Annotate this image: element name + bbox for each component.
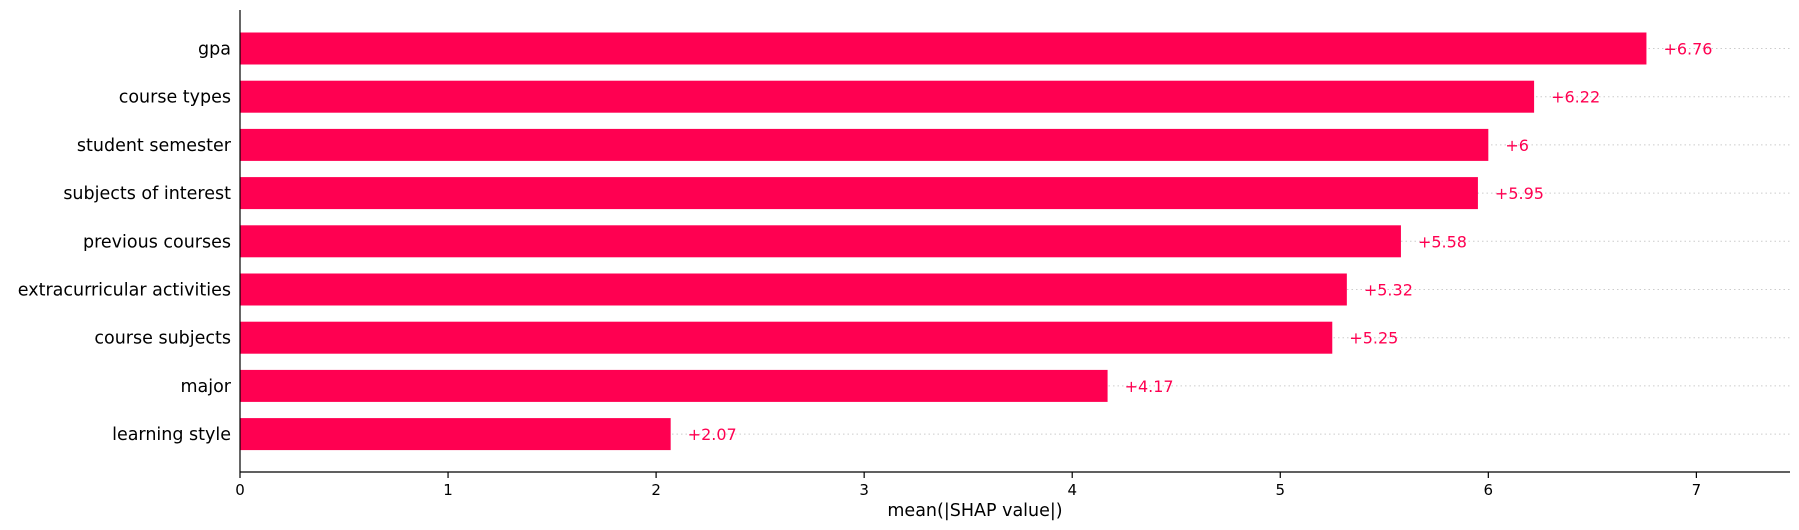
bar-gpa [240, 32, 1647, 65]
x-axis-title: mean(|SHAP value|) [887, 501, 1062, 521]
x-tick-label: 5 [1275, 481, 1285, 499]
category-label: student semester [77, 136, 232, 156]
x-tick-label: 0 [235, 481, 245, 499]
bar-previous-courses [240, 225, 1401, 258]
x-tick-label: 6 [1484, 481, 1494, 499]
category-label: previous courses [83, 232, 231, 252]
x-tick-label: 2 [651, 481, 661, 499]
value-label: +6.76 [1663, 40, 1712, 59]
value-label: +2.07 [688, 425, 737, 444]
bar-course-types [240, 80, 1535, 113]
value-label: +5.95 [1495, 184, 1544, 203]
bar-learning-style [240, 418, 671, 451]
bar-extracurricular-activities [240, 273, 1347, 306]
bar-major [240, 369, 1108, 402]
category-label: learning style [112, 425, 231, 445]
value-label: +5.25 [1349, 329, 1398, 348]
value-label: +4.17 [1125, 377, 1174, 396]
value-label: +6.22 [1551, 88, 1600, 107]
category-label: extracurricular activities [18, 281, 231, 301]
value-labels-group: +6.76 +6.22 +6 +5.95 +5.58 +5.32 +5.25 +4.17 +2.… [688, 40, 1713, 445]
x-tick-label: 7 [1692, 481, 1702, 499]
bar-subjects-of-interest [240, 177, 1478, 210]
x-tick-label: 3 [859, 481, 869, 499]
bar-course-subjects [240, 321, 1333, 354]
value-label: +5.32 [1364, 281, 1413, 300]
category-labels-group: gpa course types student semester subjects … [18, 40, 232, 446]
x-tick-label: 4 [1067, 481, 1077, 499]
x-tick-label: 1 [443, 481, 453, 499]
category-label: gpa [198, 40, 231, 60]
x-ticks-group: 0 1 2 3 4 5 6 7 [235, 472, 1701, 499]
category-label: major [180, 377, 231, 397]
bar-student-semester [240, 128, 1489, 161]
value-label: +5.58 [1418, 232, 1467, 251]
category-label: course types [119, 88, 231, 108]
category-label: subjects of interest [63, 184, 231, 204]
category-label: course subjects [94, 329, 231, 349]
bars-group [240, 32, 1647, 451]
value-label: +6 [1505, 136, 1529, 155]
